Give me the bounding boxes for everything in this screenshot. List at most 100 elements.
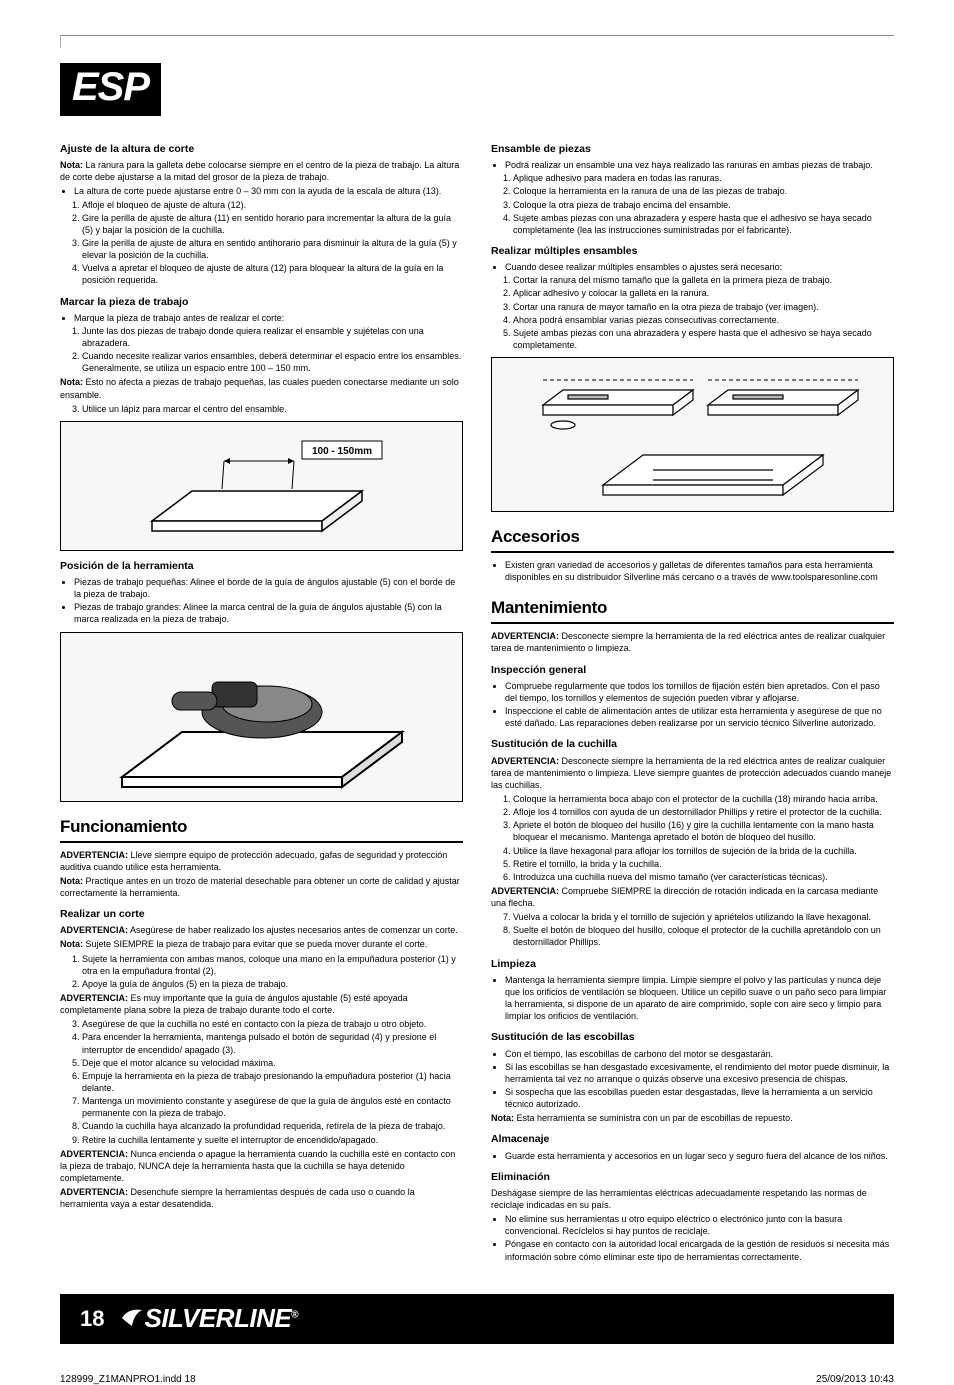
- heading-disposal: Eliminación: [491, 1170, 894, 1184]
- bullet: Cuando desee realizar múltiples ensamble…: [505, 261, 894, 273]
- step: Asegúrese de que la cuchilla no esté en …: [82, 1018, 463, 1030]
- warning: ADVERTENCIA: Asegúrese de haber realizad…: [60, 924, 463, 936]
- warning-label: ADVERTENCIA:: [60, 993, 128, 1003]
- step: Suelte el botón de bloqueo del husillo, …: [513, 924, 894, 948]
- footer-bar: 18 SILVERLINE®: [60, 1294, 894, 1344]
- heading-cleaning: Limpieza: [491, 957, 894, 971]
- step: Utilice la llave hexagonal para aflojar …: [513, 845, 894, 857]
- warning-label: ADVERTENCIA:: [491, 756, 559, 766]
- step: Aplique adhesivo para madera en todas la…: [513, 172, 894, 184]
- warning: ADVERTENCIA: Lleve siempre equipo de pro…: [60, 849, 463, 873]
- brand-logo: SILVERLINE®: [120, 1303, 326, 1334]
- step: Gire la perilla de ajuste de altura en s…: [82, 237, 463, 261]
- page-number: 18: [80, 1306, 104, 1332]
- assembly-diagram-icon: [523, 365, 863, 505]
- step: Coloque la otra pieza de trabajo encima …: [513, 199, 894, 211]
- language-badge: ESP: [60, 63, 161, 116]
- bullet: Si las escobillas se han desgastado exce…: [505, 1061, 894, 1085]
- brand-text: SILVERLINE: [144, 1303, 291, 1333]
- registered-mark: ®: [291, 1310, 298, 1321]
- note-label: Nota:: [60, 377, 83, 387]
- marking-diagram-icon: 100 - 150mm: [132, 431, 392, 541]
- step: Sujete la herramienta con ambas manos, c…: [82, 953, 463, 977]
- figure-tool-position: [60, 632, 463, 802]
- step: Coloque la herramienta boca abajo con el…: [513, 793, 894, 805]
- section-maintenance: Mantenimiento: [491, 597, 894, 624]
- step: Empuje la herramienta en la pieza de tra…: [82, 1070, 463, 1094]
- dimension-label: 100 - 150mm: [311, 446, 371, 457]
- right-column: Ensamble de piezas Podrá realizar un ens…: [491, 134, 894, 1264]
- step: Cortar la ranura del mismo tamaño que la…: [513, 274, 894, 286]
- section-accessories: Accesorios: [491, 526, 894, 553]
- bullet: Piezas de trabajo grandes: Alinee la mar…: [74, 601, 463, 625]
- bullet: Existen gran variedad de accesorios y ga…: [505, 559, 894, 583]
- step: Junte las dos piezas de trabajo donde qu…: [82, 325, 463, 349]
- bullet: Mantenga la herramienta siempre limpia. …: [505, 974, 894, 1023]
- note: Nota: Esta herramienta se suministra con…: [491, 1112, 894, 1124]
- two-columns: Ajuste de la altura de corte Nota: La ra…: [60, 134, 894, 1264]
- paragraph: Deshágase siempre de las herramientas el…: [491, 1187, 894, 1211]
- note: Nota: Sujete SIEMPRE la pieza de trabajo…: [60, 938, 463, 950]
- warning: ADVERTENCIA: Desconecte siempre la herra…: [491, 630, 894, 654]
- note: Nota: Esto no afecta a piezas de trabajo…: [60, 376, 463, 400]
- step: Aplicar adhesivo y colocar la galleta en…: [513, 287, 894, 299]
- step: Cuando la cuchilla haya alcanzado la pro…: [82, 1120, 463, 1132]
- step: Gire la perilla de ajuste de altura (11)…: [82, 212, 463, 236]
- warning-text: Asegúrese de haber realizado los ajustes…: [128, 925, 458, 935]
- heading-inspection: Inspección general: [491, 663, 894, 677]
- step: Apriete el botón de bloqueo del husillo …: [513, 819, 894, 843]
- step: Vuelva a colocar la brida y el tornillo …: [513, 911, 894, 923]
- bullet: Con el tiempo, las escobillas de carbono…: [505, 1048, 894, 1060]
- bullet: Póngase en contacto con la autoridad loc…: [505, 1238, 894, 1262]
- step: Sujete ambas piezas con una abrazadera y…: [513, 212, 894, 236]
- step: Afloje los 4 tornillos con ayuda de un d…: [513, 806, 894, 818]
- step: Cuando necesite realizar varios ensamble…: [82, 350, 463, 374]
- slug-filename: 128999_Z1MANPRO1.indd 18: [60, 1374, 196, 1385]
- note-label: Nota:: [60, 160, 83, 170]
- note-text: Esta herramienta se suministra con un pa…: [514, 1113, 793, 1123]
- bullet: Compruebe regularmente que todos los tor…: [505, 680, 894, 704]
- warning: ADVERTENCIA: Desconecte siempre la herra…: [491, 755, 894, 791]
- top-rule: [60, 35, 894, 63]
- figure-marking-distance: 100 - 150mm: [60, 421, 463, 551]
- warning-label: ADVERTENCIA:: [60, 850, 128, 860]
- note-text: Esto no afecta a piezas de trabajo peque…: [60, 377, 459, 399]
- step: Deje que el motor alcance su velocidad m…: [82, 1057, 463, 1069]
- step: Mantenga un movimiento constante y asegú…: [82, 1095, 463, 1119]
- note-text: Practique antes en un trozo de material …: [60, 876, 460, 898]
- step: Retire la cuchilla lentamente y suelte e…: [82, 1134, 463, 1146]
- heading-brushes: Sustitución de las escobillas: [491, 1030, 894, 1044]
- note-text: Sujete SIEMPRE la pieza de trabajo para …: [83, 939, 427, 949]
- step: Coloque la herramienta en la ranura de u…: [513, 185, 894, 197]
- bullet: Inspeccione el cable de alimentación ant…: [505, 705, 894, 729]
- step: Utilice un lápiz para marcar el centro d…: [82, 403, 463, 415]
- bullet: Piezas de trabajo pequeñas: Alinee el bo…: [74, 576, 463, 600]
- note-label: Nota:: [60, 939, 83, 949]
- note-label: Nota:: [60, 876, 83, 886]
- warning: ADVERTENCIA: Es muy importante que la gu…: [60, 992, 463, 1016]
- slug-datetime: 25/09/2013 10:43: [816, 1374, 894, 1385]
- heading-blade-replace: Sustitución de la cuchilla: [491, 737, 894, 751]
- heading-storage: Almacenaje: [491, 1132, 894, 1146]
- step: Retire el tornillo, la brida y la cuchil…: [513, 858, 894, 870]
- bullet: Guarde esta herramienta y accesorios en …: [505, 1150, 894, 1162]
- bullet: Marque la pieza de trabajo antes de real…: [74, 312, 463, 324]
- step: Introduzca una cuchilla nueva del mismo …: [513, 871, 894, 883]
- print-slug: 128999_Z1MANPRO1.indd 18 25/09/2013 10:4…: [0, 1364, 954, 1385]
- leaf-icon: [120, 1306, 144, 1330]
- warning-label: ADVERTENCIA:: [491, 886, 559, 896]
- note-text: La ranura para la galleta debe colocarse…: [60, 160, 459, 182]
- bullet: Si sospecha que las escobillas pueden es…: [505, 1086, 894, 1110]
- note-label: Nota:: [491, 1113, 514, 1123]
- note: Nota: Practique antes en un trozo de mat…: [60, 875, 463, 899]
- step: Para encender la herramienta, mantenga p…: [82, 1031, 463, 1055]
- heading-height-adjust: Ajuste de la altura de corte: [60, 142, 463, 156]
- heading-multiple-assembly: Realizar múltiples ensambles: [491, 244, 894, 258]
- warning-label: ADVERTENCIA:: [60, 1149, 128, 1159]
- warning-label: ADVERTENCIA:: [60, 925, 128, 935]
- step: Vuelva a apretar el bloqueo de ajuste de…: [82, 262, 463, 286]
- warning-label: ADVERTENCIA:: [60, 1187, 128, 1197]
- warning-label: ADVERTENCIA:: [491, 631, 559, 641]
- bullet: Podrá realizar un ensamble una vez haya …: [505, 159, 894, 171]
- heading-tool-position: Posición de la herramienta: [60, 559, 463, 573]
